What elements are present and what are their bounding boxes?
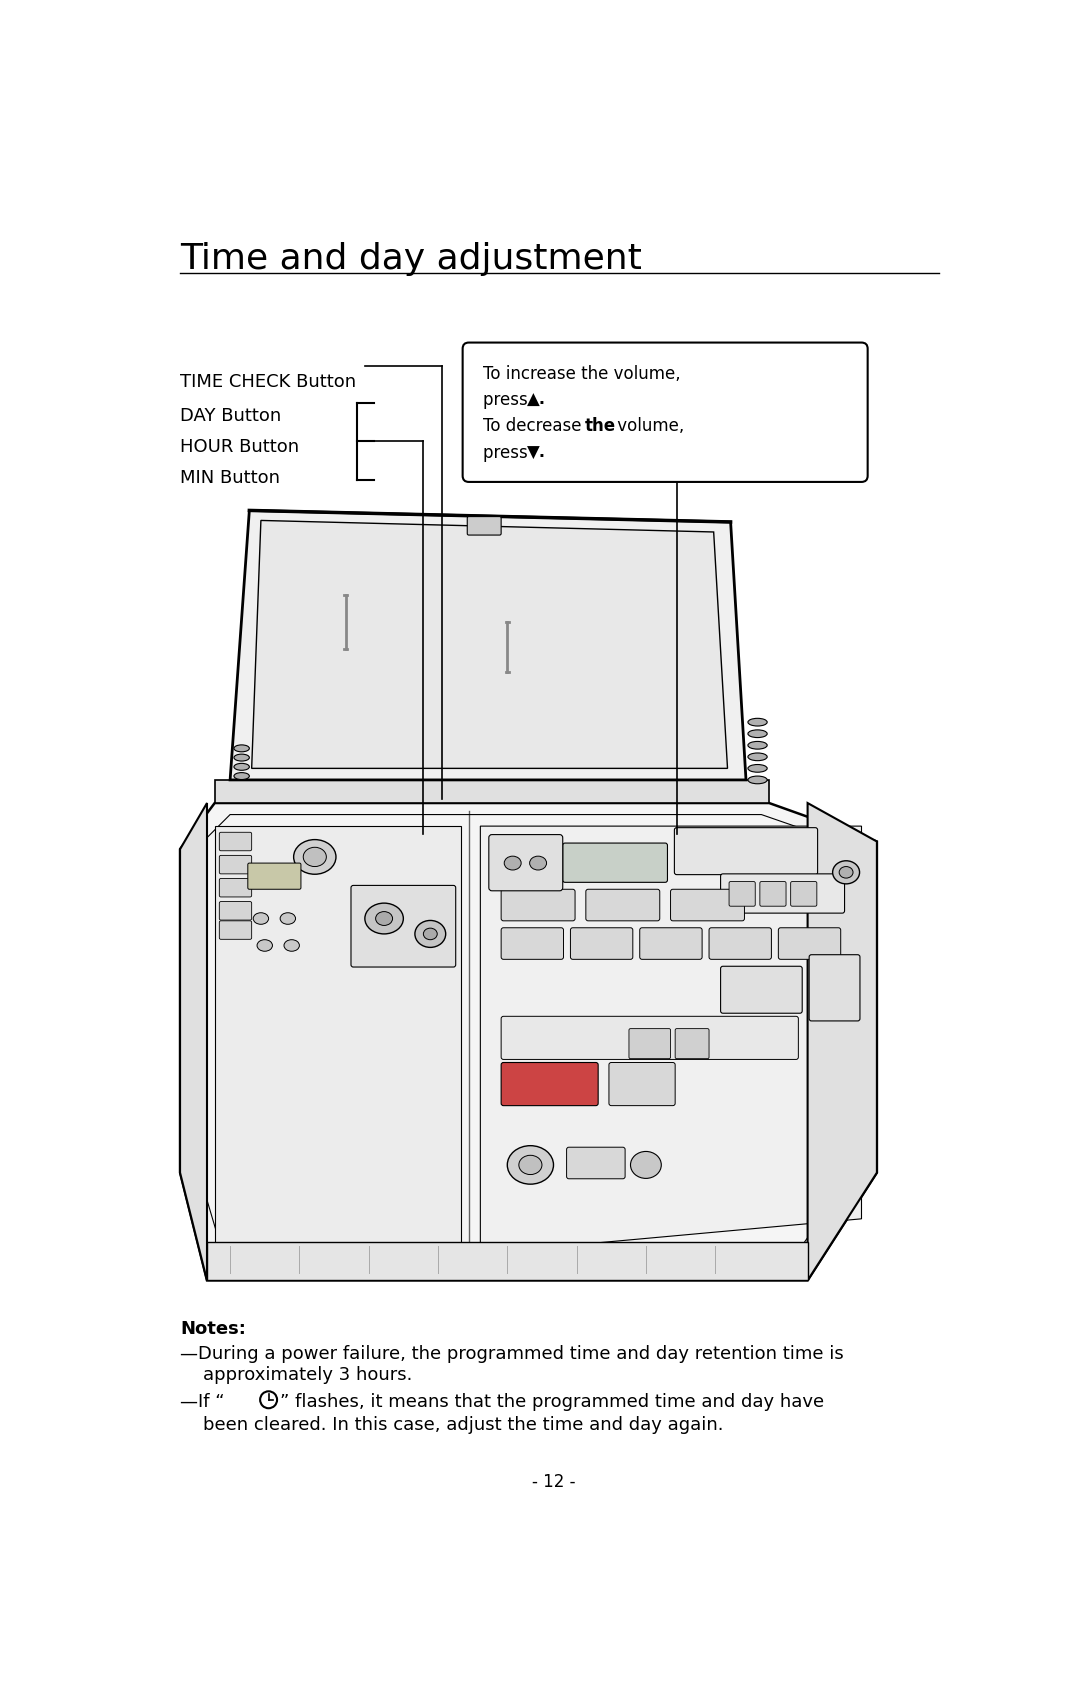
FancyBboxPatch shape (674, 828, 818, 876)
FancyBboxPatch shape (351, 886, 456, 968)
FancyBboxPatch shape (710, 929, 771, 959)
Text: ▼.: ▼. (527, 444, 546, 461)
Ellipse shape (234, 773, 249, 780)
Polygon shape (481, 826, 862, 1253)
Ellipse shape (748, 777, 767, 784)
Polygon shape (252, 521, 728, 768)
Ellipse shape (748, 765, 767, 773)
FancyBboxPatch shape (629, 1029, 671, 1058)
Ellipse shape (423, 929, 437, 941)
Text: been cleared. In this case, adjust the time and day again.: been cleared. In this case, adjust the t… (180, 1415, 724, 1434)
Ellipse shape (365, 903, 403, 934)
Ellipse shape (284, 941, 299, 953)
Ellipse shape (504, 857, 522, 871)
FancyBboxPatch shape (462, 343, 867, 483)
Polygon shape (180, 804, 207, 1280)
FancyBboxPatch shape (501, 1017, 798, 1060)
FancyBboxPatch shape (247, 864, 301, 889)
Text: the: the (584, 417, 616, 435)
FancyBboxPatch shape (468, 517, 501, 536)
FancyBboxPatch shape (501, 889, 575, 922)
FancyBboxPatch shape (671, 889, 744, 922)
FancyBboxPatch shape (219, 855, 252, 874)
Ellipse shape (376, 912, 392, 925)
Polygon shape (207, 1243, 808, 1280)
Ellipse shape (280, 913, 296, 925)
Polygon shape (215, 780, 769, 804)
Text: Notes:: Notes: (180, 1320, 246, 1337)
FancyBboxPatch shape (501, 1063, 598, 1106)
FancyBboxPatch shape (570, 929, 633, 959)
Ellipse shape (748, 743, 767, 749)
FancyBboxPatch shape (219, 922, 252, 941)
Text: HOUR Button: HOUR Button (180, 439, 299, 456)
Ellipse shape (748, 731, 767, 737)
FancyBboxPatch shape (501, 929, 564, 959)
FancyBboxPatch shape (639, 929, 702, 959)
Ellipse shape (631, 1152, 661, 1180)
FancyBboxPatch shape (720, 874, 845, 913)
Text: —If “: —If “ (180, 1393, 225, 1410)
Polygon shape (808, 804, 877, 1280)
Ellipse shape (748, 719, 767, 727)
Ellipse shape (518, 1156, 542, 1174)
Ellipse shape (253, 913, 269, 925)
Ellipse shape (234, 765, 249, 772)
FancyBboxPatch shape (720, 966, 802, 1014)
FancyBboxPatch shape (609, 1063, 675, 1106)
Ellipse shape (833, 862, 860, 884)
Ellipse shape (234, 746, 249, 753)
Polygon shape (230, 510, 746, 780)
FancyBboxPatch shape (219, 833, 252, 852)
Text: press: press (483, 444, 532, 461)
FancyBboxPatch shape (791, 883, 816, 906)
Text: press: press (483, 391, 532, 410)
FancyBboxPatch shape (675, 1029, 710, 1058)
Text: volume,: volume, (612, 417, 685, 435)
Polygon shape (180, 804, 877, 1280)
Ellipse shape (415, 920, 446, 947)
FancyBboxPatch shape (219, 901, 252, 920)
FancyBboxPatch shape (729, 883, 755, 906)
FancyBboxPatch shape (760, 883, 786, 906)
Text: Time and day adjustment: Time and day adjustment (180, 242, 642, 277)
Text: approximately 3 hours.: approximately 3 hours. (180, 1366, 413, 1383)
FancyBboxPatch shape (567, 1147, 625, 1180)
Ellipse shape (234, 754, 249, 761)
Ellipse shape (529, 857, 546, 871)
FancyBboxPatch shape (563, 843, 667, 883)
FancyBboxPatch shape (585, 889, 660, 922)
Text: MIN Button: MIN Button (180, 469, 280, 486)
Polygon shape (215, 826, 461, 1253)
Ellipse shape (508, 1145, 554, 1185)
FancyBboxPatch shape (779, 929, 840, 959)
Text: ▲.: ▲. (527, 391, 546, 410)
Ellipse shape (294, 840, 336, 874)
Ellipse shape (303, 848, 326, 867)
FancyBboxPatch shape (809, 956, 860, 1021)
Text: To decrease: To decrease (483, 417, 586, 435)
FancyBboxPatch shape (219, 879, 252, 898)
Text: —During a power failure, the programmed time and day retention time is: —During a power failure, the programmed … (180, 1343, 843, 1362)
Ellipse shape (260, 1391, 278, 1408)
Text: DAY Button: DAY Button (180, 408, 281, 425)
Text: To increase the volume,: To increase the volume, (483, 365, 680, 382)
Text: ” flashes, it means that the programmed time and day have: ” flashes, it means that the programmed … (280, 1393, 824, 1410)
Ellipse shape (839, 867, 853, 879)
Text: TIME CHECK Button: TIME CHECK Button (180, 372, 356, 391)
Text: - 12 -: - 12 - (531, 1471, 576, 1490)
Ellipse shape (748, 753, 767, 761)
Ellipse shape (257, 941, 272, 953)
FancyBboxPatch shape (489, 835, 563, 891)
